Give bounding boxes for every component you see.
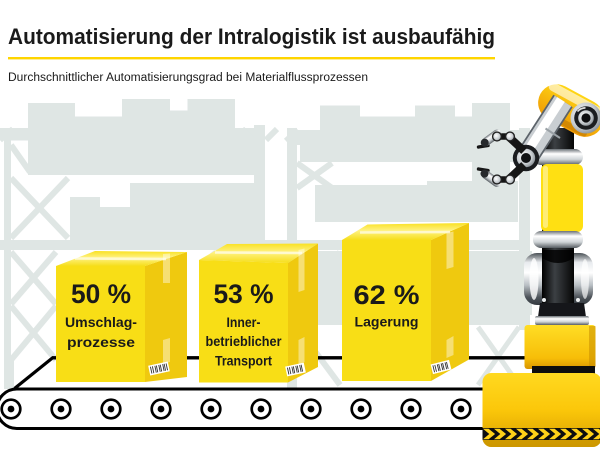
svg-text:53 %: 53 %	[214, 279, 274, 309]
svg-text:Durchschnittlicher Automatisie: Durchschnittlicher Automatisierungsgrad …	[8, 72, 368, 84]
svg-text:Automatisierung der Intralogis: Automatisierung der Intralogistik ist au…	[8, 24, 495, 49]
svg-text:62 %: 62 %	[354, 280, 420, 310]
svg-text:prozesse: prozesse	[67, 334, 135, 350]
svg-text:Inner-: Inner-	[227, 314, 261, 330]
svg-text:Transport: Transport	[215, 353, 272, 369]
svg-text:Lagerung: Lagerung	[355, 314, 419, 330]
svg-text:50 %: 50 %	[71, 279, 131, 309]
svg-text:Umschlag-: Umschlag-	[65, 314, 137, 330]
svg-text:betrieblicher: betrieblicher	[206, 333, 282, 349]
